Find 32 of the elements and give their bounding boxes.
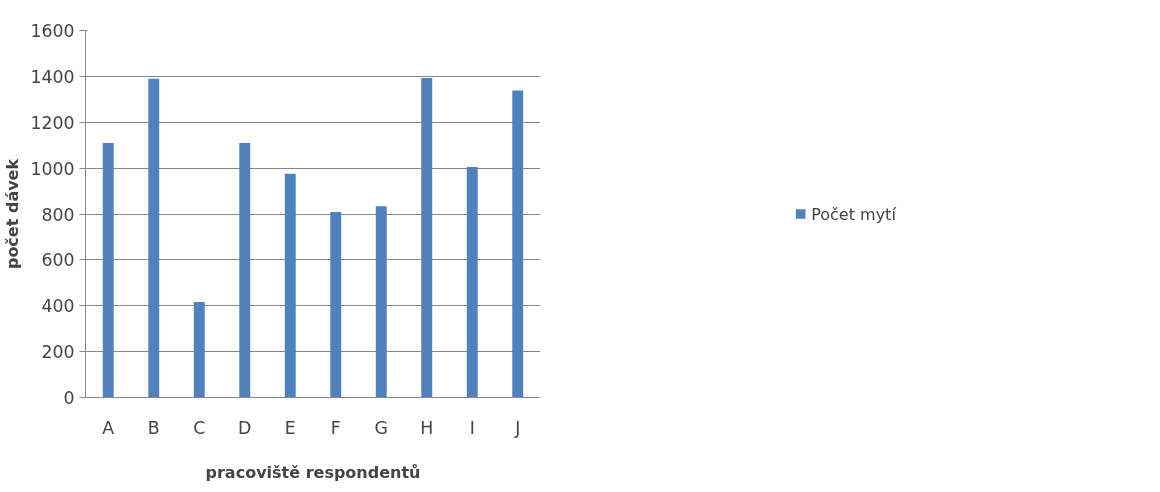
x-tick-label: J <box>514 417 521 438</box>
x-tick-label: I <box>469 417 475 438</box>
x-tick-label: D <box>238 417 252 438</box>
bar <box>284 173 296 398</box>
bar <box>239 142 251 398</box>
bar <box>512 90 524 398</box>
y-tick-label: 200 <box>41 342 75 363</box>
x-tick-label: G <box>374 417 388 438</box>
y-tick-label: 400 <box>41 296 75 317</box>
y-axis-title: počet dávek <box>3 158 23 270</box>
bar <box>421 77 433 398</box>
x-tick-label: F <box>330 417 341 438</box>
x-tick-label: C <box>193 417 206 438</box>
y-tick-label: 1400 <box>30 66 75 87</box>
x-tick-label: E <box>284 417 296 438</box>
bar <box>148 78 160 398</box>
bar <box>375 206 387 398</box>
x-tick-label: H <box>420 417 434 438</box>
y-tick-label: 1600 <box>30 21 75 41</box>
y-tick-label: 0 <box>63 388 75 408</box>
x-tick-label: B <box>147 417 160 438</box>
bar <box>193 302 205 398</box>
y-tick-label: 800 <box>41 204 75 225</box>
y-tick-label: 600 <box>41 250 75 271</box>
bar <box>466 166 478 398</box>
y-tick-label: 1200 <box>30 112 75 133</box>
bar <box>102 142 114 398</box>
x-tick-label: A <box>102 417 115 438</box>
y-tick-label: 1000 <box>30 158 75 179</box>
x-axis-title: pracoviště respondentů <box>205 462 421 482</box>
legend-label: Počet mytí <box>811 204 896 223</box>
bar <box>330 211 342 398</box>
